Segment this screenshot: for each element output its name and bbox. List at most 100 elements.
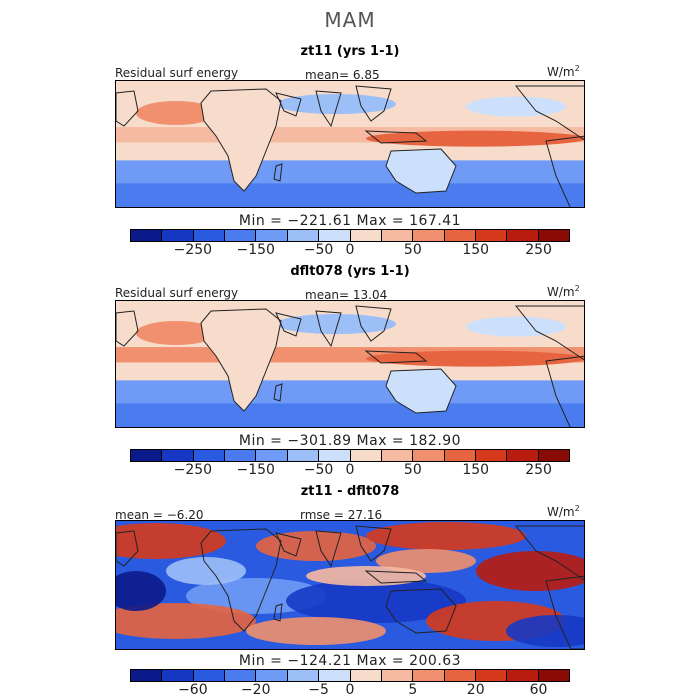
warm-region [136, 321, 216, 345]
colorbar-swatch [319, 230, 351, 241]
continent-outline-western-edge [116, 530, 139, 567]
colorbar-tick-label: −250 [173, 462, 213, 478]
colorbar-swatch [287, 230, 320, 241]
colorbar-swatch [193, 670, 226, 681]
panel-1-colorbar [130, 229, 570, 242]
continent-outline-india [315, 310, 342, 348]
colorbar-swatch [413, 230, 445, 241]
continent-outline-australia [385, 368, 457, 414]
continent-outline-southeast-asia [355, 85, 392, 122]
continent-outline-southeast-asia [355, 525, 392, 562]
colorbar-tick-label: 0 [345, 462, 355, 478]
colorbar-tick-label: −5 [308, 682, 329, 698]
field-region [116, 523, 226, 559]
colorbar-swatch [538, 450, 570, 461]
continent-outline-southeast-asia [355, 305, 392, 342]
warm-pool [366, 130, 584, 147]
colorbar-swatch [256, 230, 288, 241]
colorbar-tick-label: 5 [408, 682, 418, 698]
panel-3-min-max: Min = −124.21 Max = 200.63 [238, 653, 462, 669]
panel-2-title: dflt078 (yrs 1-1) [290, 264, 410, 279]
continent-outline-india [315, 90, 342, 128]
colorbar-tick-label: 60 [529, 682, 548, 698]
colorbar-swatch [350, 450, 382, 461]
continent-outline-africa [200, 88, 282, 192]
colorbar-swatch [256, 450, 288, 461]
field-region [306, 566, 426, 586]
colorbar-swatch [193, 450, 226, 461]
panel-1-field-label: Residual surf energy [115, 66, 239, 80]
panel-2-units: W/m2 [547, 284, 580, 299]
colorbar-swatch [475, 230, 508, 241]
continent-outline-americas [514, 525, 584, 581]
colorbar-swatch [381, 230, 414, 241]
panel-2-field-label: Residual surf energy [115, 286, 239, 300]
colorbar-swatch [381, 670, 414, 681]
colorbar-tick-label: −150 [236, 462, 275, 478]
field-region [376, 549, 476, 573]
panel-1-units: W/m2 [547, 64, 580, 79]
continent-outline-africa [200, 308, 282, 412]
panel-2-map [115, 300, 585, 428]
continent-outline-western-edge [116, 310, 139, 347]
continent-outline-madagascar [273, 163, 283, 182]
panel-1-colorbar-ticks: −250 −150 −50 0 50 150 250 [130, 242, 570, 258]
panel-3-map [115, 520, 585, 650]
colorbar-swatch [350, 670, 382, 681]
continent-outline-south-america [545, 135, 584, 207]
continent-outline-south-america [545, 575, 584, 649]
cool-region [276, 314, 396, 335]
continent-outline-arabia [275, 532, 302, 557]
continent-outline-india [315, 530, 342, 568]
colorbar-swatch [319, 670, 351, 681]
continent-outline-indonesia [364, 130, 428, 144]
continent-outline-indonesia [364, 350, 428, 364]
continent-outline-americas [514, 85, 584, 141]
continent-outline-madagascar [273, 383, 283, 402]
colorbar-swatch [131, 230, 163, 241]
cool-region [466, 96, 566, 117]
colorbar-swatch [444, 230, 476, 241]
panel-3-colorbar [130, 669, 570, 682]
field-region [506, 615, 584, 647]
field-region [476, 551, 584, 591]
panel-1-map [115, 80, 585, 208]
field-region [116, 571, 166, 611]
colorbar-swatch [507, 670, 539, 681]
colorbar-swatch [381, 450, 414, 461]
continent-outline-australia [385, 148, 457, 194]
colorbar-swatch [225, 670, 257, 681]
colorbar-swatch [287, 670, 320, 681]
colorbar-swatch [225, 450, 257, 461]
colorbar-swatch [444, 670, 476, 681]
colorbar-swatch [538, 670, 570, 681]
panel-2-colorbar-ticks: −250 −150 −50 0 50 150 250 [130, 462, 570, 478]
panel-1-mean: mean= 6.85 [305, 68, 380, 82]
panel-2-min-max: Min = −301.89 Max = 182.90 [238, 433, 462, 449]
panel-3-map-field [116, 521, 584, 649]
continent-outline-western-edge [116, 90, 139, 127]
continent-outline-arabia [275, 92, 302, 117]
colorbar-swatch [475, 450, 508, 461]
colorbar-tick-label: −50 [303, 462, 334, 478]
colorbar-tick-label: −250 [173, 242, 213, 258]
field-region [246, 617, 386, 645]
colorbar-swatch [162, 670, 194, 681]
panel-1-min-max: Min = −221.61 Max = 167.41 [238, 213, 462, 229]
colorbar-tick-label: −50 [303, 242, 334, 258]
colorbar-swatch [413, 670, 445, 681]
colorbar-swatch [350, 230, 382, 241]
southern-ocean-region [116, 183, 584, 207]
colorbar-tick-label: 0 [345, 682, 355, 698]
colorbar-swatch [538, 230, 570, 241]
colorbar-swatch [507, 450, 539, 461]
continent-outline-arabia [275, 312, 302, 337]
warm-pool [366, 350, 584, 367]
colorbar-swatch [256, 670, 288, 681]
colorbar-swatch [162, 450, 194, 461]
field-region [366, 522, 526, 550]
colorbar-tick-label: −20 [240, 682, 271, 698]
continent-outline-indonesia [364, 570, 428, 584]
colorbar-swatch [287, 450, 320, 461]
colorbar-swatch [131, 450, 163, 461]
